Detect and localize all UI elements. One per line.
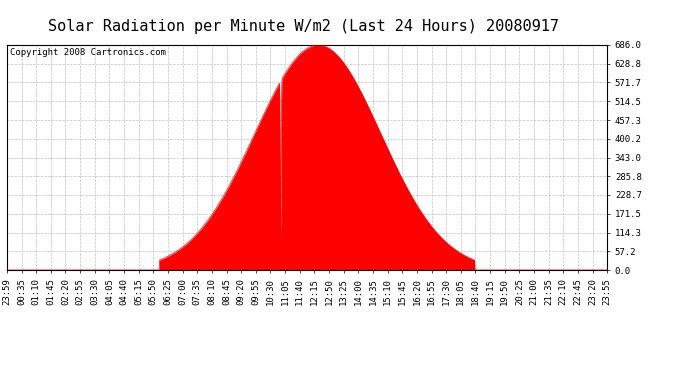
- Text: Solar Radiation per Minute W/m2 (Last 24 Hours) 20080917: Solar Radiation per Minute W/m2 (Last 24…: [48, 19, 559, 34]
- Text: Copyright 2008 Cartronics.com: Copyright 2008 Cartronics.com: [10, 48, 166, 57]
